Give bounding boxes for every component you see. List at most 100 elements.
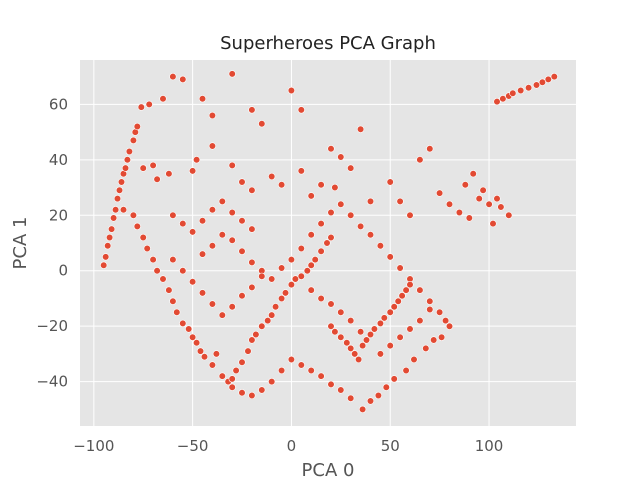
y-tick-label: −40 — [36, 373, 68, 391]
data-point — [297, 361, 305, 369]
data-point — [121, 164, 130, 172]
data-point — [426, 145, 434, 153]
data-point — [317, 220, 325, 228]
data-point — [386, 178, 394, 186]
data-point — [238, 292, 246, 300]
data-point — [268, 311, 276, 319]
data-point — [406, 325, 414, 333]
data-point — [347, 394, 355, 402]
y-tick-label: 20 — [49, 206, 68, 224]
data-point — [337, 386, 345, 394]
data-point — [137, 103, 145, 111]
data-point — [143, 244, 151, 253]
data-point — [390, 375, 398, 383]
data-point — [196, 347, 205, 355]
data-point — [258, 386, 266, 394]
data-point — [111, 206, 120, 214]
data-point — [153, 267, 161, 275]
data-point — [532, 81, 541, 89]
data-point — [357, 328, 365, 336]
data-point — [347, 211, 355, 219]
data-point — [499, 95, 507, 103]
data-point — [133, 222, 141, 230]
data-point — [258, 120, 266, 128]
data-point — [169, 72, 177, 81]
data-point — [208, 142, 216, 150]
data-point — [382, 383, 390, 391]
x-axis-ticks: −100 −50 0 50 100 — [73, 437, 503, 455]
data-point — [390, 303, 398, 311]
data-point — [291, 275, 300, 283]
data-point — [258, 322, 266, 330]
data-point — [445, 322, 454, 330]
data-point — [208, 361, 216, 369]
data-point — [287, 86, 296, 95]
data-point — [123, 156, 131, 164]
data-point — [347, 164, 355, 172]
data-point — [438, 333, 446, 341]
data-point — [179, 267, 187, 275]
data-point — [208, 206, 216, 214]
data-point — [238, 358, 246, 366]
data-point — [327, 233, 335, 242]
data-point — [278, 181, 286, 189]
data-point — [355, 355, 363, 364]
data-point — [179, 220, 187, 228]
data-point — [193, 339, 201, 347]
data-point — [327, 300, 335, 308]
data-point — [228, 70, 236, 78]
data-point — [248, 391, 256, 400]
data-point — [129, 136, 137, 144]
x-tick-label: 50 — [381, 437, 400, 455]
data-point — [337, 333, 345, 341]
data-point — [493, 195, 501, 203]
data-point — [337, 200, 345, 208]
data-point — [218, 197, 226, 205]
data-point — [193, 156, 201, 164]
data-point — [153, 175, 161, 183]
data-point — [189, 228, 197, 236]
data-point — [268, 275, 276, 283]
data-point — [376, 319, 385, 328]
data-point — [337, 153, 345, 161]
data-point — [489, 220, 497, 228]
data-point — [297, 167, 305, 175]
data-point — [139, 164, 147, 172]
data-point — [149, 256, 157, 264]
data-point — [228, 236, 236, 244]
data-point — [359, 405, 367, 414]
data-point — [228, 375, 236, 383]
data-point — [145, 100, 153, 108]
data-point — [248, 225, 256, 233]
data-point — [169, 211, 177, 219]
data-point — [248, 336, 256, 344]
data-point — [445, 200, 454, 208]
data-point — [278, 366, 286, 375]
data-point — [105, 233, 114, 242]
data-point — [517, 86, 525, 95]
data-point — [455, 208, 464, 217]
data-point — [258, 272, 266, 280]
data-point — [218, 311, 226, 319]
data-point — [238, 178, 246, 186]
data-point — [331, 183, 339, 192]
data-point — [327, 145, 335, 153]
data-point — [189, 333, 197, 341]
data-point — [402, 366, 410, 375]
data-point — [287, 256, 296, 264]
data-point — [281, 289, 290, 297]
data-point — [109, 214, 118, 222]
data-point — [380, 314, 388, 322]
data-point — [524, 84, 533, 92]
data-point — [218, 372, 226, 380]
data-point — [252, 330, 260, 339]
y-tick-label: −20 — [36, 317, 68, 335]
data-point — [179, 319, 187, 328]
data-point — [327, 208, 335, 217]
data-point — [208, 242, 216, 250]
data-point — [311, 256, 319, 264]
data-point — [297, 244, 305, 253]
data-point — [406, 281, 414, 289]
data-point — [198, 95, 207, 103]
